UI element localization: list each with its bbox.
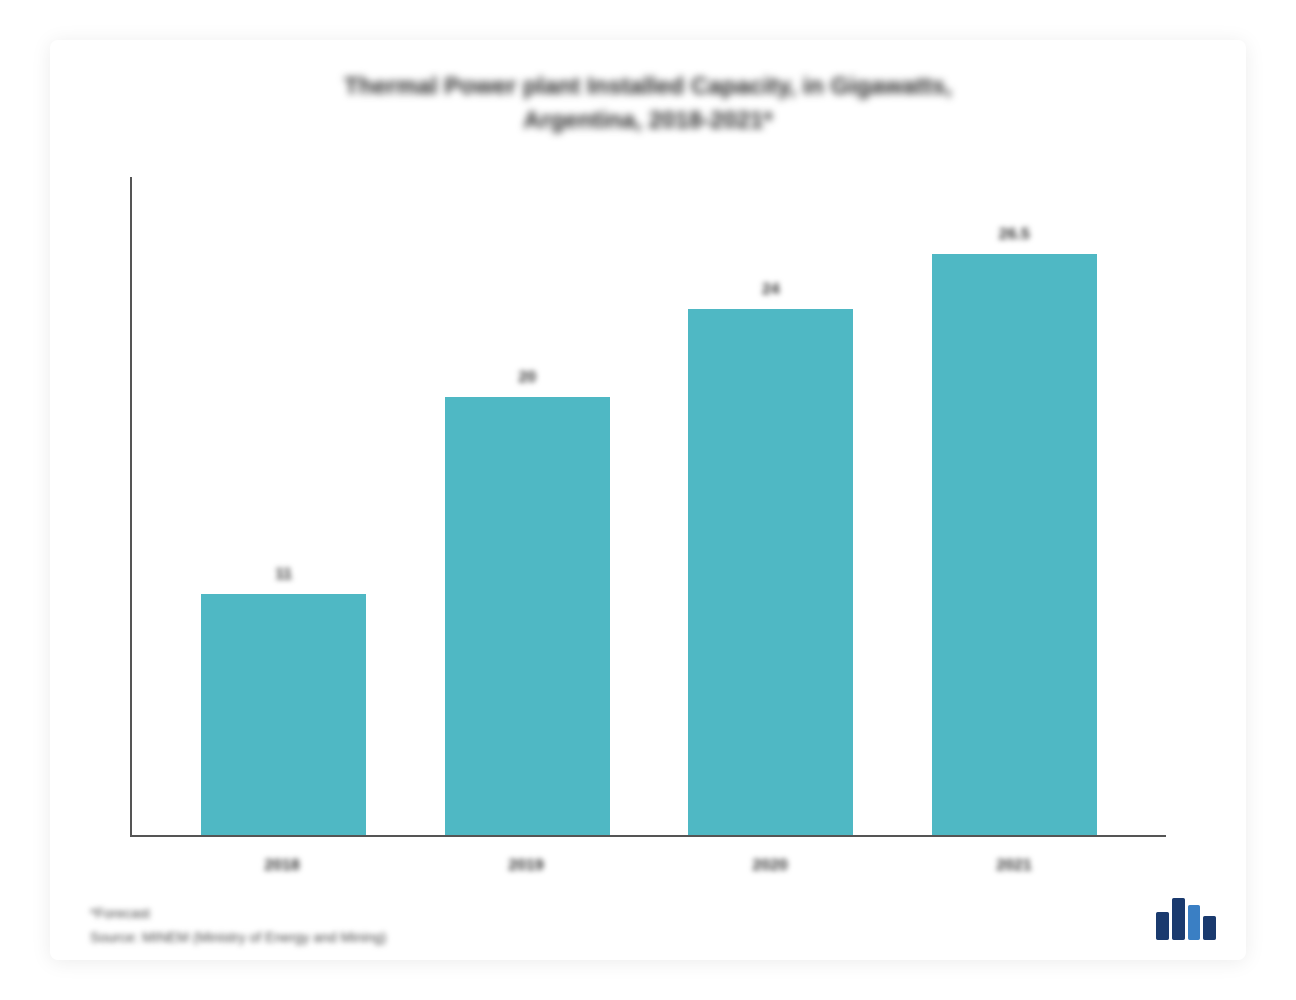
chart-title: Thermal Power plant Installed Capacity, … [90,70,1206,137]
chart-area: 11 20 24 26.5 [130,177,1166,837]
x-axis-label: 2020 [680,857,860,875]
source-text: Source: MINEM (Ministry of Energy and Mi… [90,929,1206,945]
bar [201,594,366,835]
title-line-2: Argentina, 2018-2021* [523,107,772,134]
bar-value-label: 11 [275,566,292,584]
title-line-1: Thermal Power plant Installed Capacity, … [344,73,952,100]
chart-container: Thermal Power plant Installed Capacity, … [50,40,1246,960]
bar-group: 26.5 [924,177,1104,835]
bar [445,397,610,836]
logo-icon [1156,898,1216,940]
x-axis-label: 2019 [436,857,616,875]
bars-container: 11 20 24 26.5 [132,177,1166,835]
x-axis-label: 2018 [192,857,372,875]
bar-value-label: 20 [518,369,536,387]
bar [688,309,853,835]
bar-value-label: 26.5 [999,226,1030,244]
bar-group: 11 [194,177,374,835]
footnote: *Forecast [90,905,1206,921]
logo-bar [1188,905,1201,940]
bar-group: 24 [681,177,861,835]
x-axis-label: 2021 [924,857,1104,875]
bar [932,254,1097,835]
x-axis-labels: 2018 2019 2020 2021 [130,857,1166,875]
bar-value-label: 24 [762,281,780,299]
bar-group: 20 [437,177,617,835]
logo-bar [1203,916,1216,940]
logo-bar [1156,912,1169,940]
logo-bar [1172,898,1185,940]
